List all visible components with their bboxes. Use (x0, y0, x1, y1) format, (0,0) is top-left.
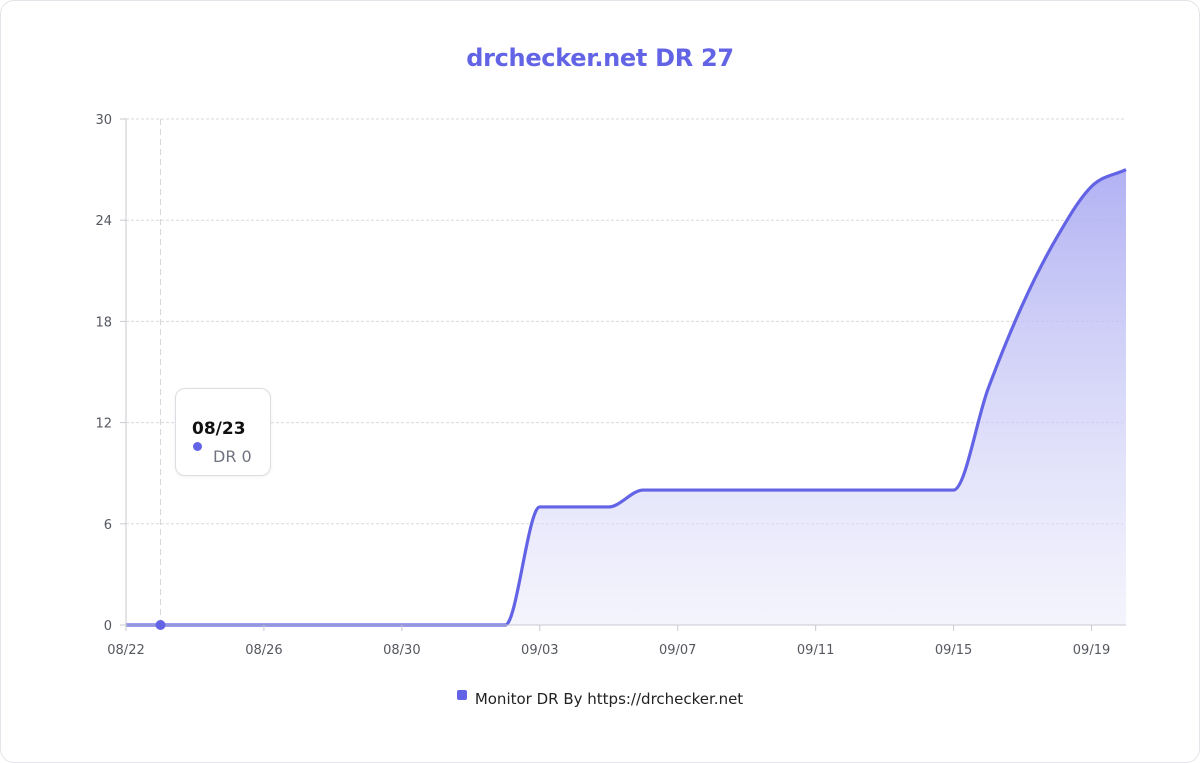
highlighted-point[interactable] (155, 620, 166, 630)
tooltip-date: 08/23 (192, 419, 246, 439)
x-tick-label: 09/07 (659, 643, 696, 658)
y-tick-label: 12 (95, 417, 112, 432)
tooltip: 08/23 DR 0 (175, 388, 271, 476)
y-tick-label: 6 (104, 518, 112, 533)
x-tick-label: 09/19 (1073, 643, 1110, 658)
x-tick-label: 08/22 (107, 643, 144, 658)
y-tick-label: 30 (95, 113, 112, 128)
tooltip-value: DR 0 (213, 447, 252, 466)
x-tick-label: 08/26 (245, 643, 282, 658)
x-tick-label: 09/15 (935, 643, 972, 658)
x-tick-label: 09/11 (797, 643, 834, 658)
legend[interactable]: Monitor DR By https://drchecker.net (0, 690, 1200, 708)
chart-title: drchecker.net DR 27 (466, 44, 734, 72)
y-tick-label: 24 (95, 214, 112, 229)
y-tick-label: 18 (95, 315, 112, 330)
x-tick-label: 09/03 (521, 643, 558, 658)
series-area-fill (126, 169, 1126, 625)
legend-swatch (456, 690, 467, 700)
x-tick-label: 08/30 (383, 643, 420, 658)
y-tick-label: 0 (104, 619, 112, 634)
tooltip-series-dot (193, 442, 202, 451)
legend-label: Monitor DR By https://drchecker.net (474, 690, 744, 708)
